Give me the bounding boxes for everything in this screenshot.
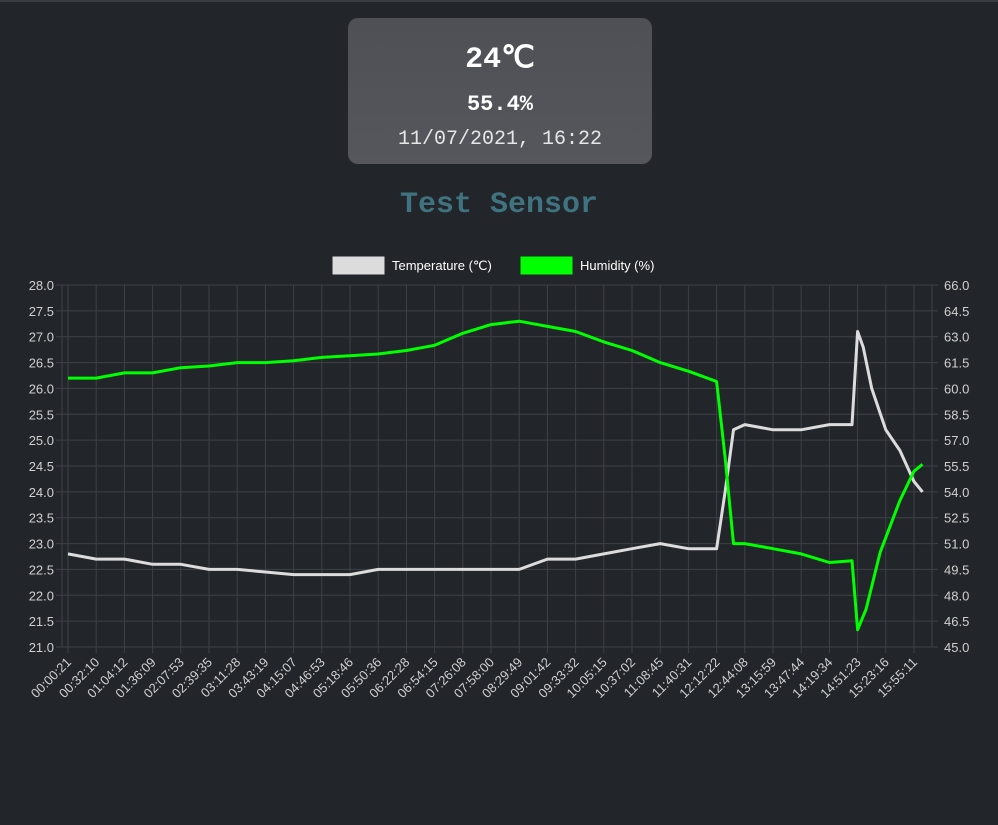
y-left-tick-label: 25.0	[29, 433, 54, 448]
y-left-tick-label: 23.5	[29, 511, 54, 526]
y-right-tick-label: 48.0	[944, 588, 969, 603]
legend-temperature-swatch	[332, 256, 385, 275]
y-right-tick-label: 49.5	[944, 562, 969, 577]
y-left-tick-label: 26.5	[29, 356, 54, 371]
top-border	[0, 0, 998, 2]
current-humidity: 55.4%	[466, 92, 533, 117]
temperature-series-line	[67, 330, 924, 577]
y-right-tick-label: 63.0	[944, 330, 969, 345]
y-left-tick-label: 21.0	[29, 640, 54, 655]
y-left-tick-label: 27.0	[29, 330, 54, 345]
y-right-tick-label: 54.0	[944, 485, 969, 500]
current-readings-card: 24℃ 55.4% 11/07/2021, 16:22	[348, 18, 652, 164]
y-left-tick-label: 25.5	[29, 407, 54, 422]
humidity-series-line	[68, 319, 924, 632]
y-right-tick-label: 66.0	[944, 278, 969, 293]
y-left-tick-label: 21.5	[29, 614, 54, 629]
y-right-tick-label: 64.5	[944, 304, 969, 319]
legend-temperature-label: Temperature (℃)	[392, 258, 492, 273]
sensor-title: Test Sensor	[399, 188, 599, 222]
y-right-tick-label: 61.5	[944, 356, 969, 371]
y-right-tick-label: 55.5	[944, 459, 969, 474]
current-temperature: 24℃	[465, 43, 535, 77]
y-left-tick-label: 27.5	[29, 304, 54, 319]
y-right-tick-label: 46.5	[944, 614, 969, 629]
reading-timestamp: 11/07/2021, 16:22	[397, 128, 603, 151]
y-left-tick-label: 23.0	[29, 537, 54, 552]
y-left-tick-label: 22.5	[29, 562, 54, 577]
y-left-tick-label: 26.0	[29, 381, 54, 396]
y-right-tick-label: 51.0	[944, 537, 969, 552]
y-left-tick-label: 28.0	[29, 278, 54, 293]
y-right-tick-label: 57.0	[944, 433, 969, 448]
y-right-tick-label: 45.0	[944, 640, 969, 655]
y-right-tick-label: 60.0	[944, 381, 969, 396]
y-left-tick-label: 24.0	[29, 485, 54, 500]
y-left-tick-label: 22.0	[29, 588, 54, 603]
y-right-tick-label: 52.5	[944, 511, 969, 526]
y-right-tick-label: 58.5	[944, 407, 969, 422]
legend-humidity-label: Humidity (%)	[580, 258, 654, 273]
legend-humidity-swatch	[520, 256, 573, 275]
y-left-tick-label: 24.5	[29, 459, 54, 474]
